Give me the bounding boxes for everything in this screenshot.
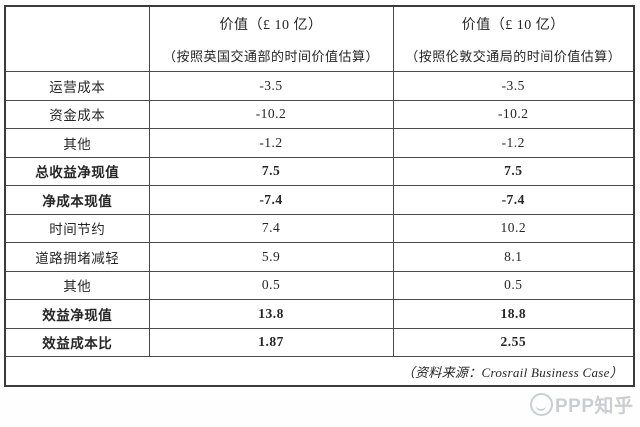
row-label: 效益净现值	[4, 299, 150, 329]
table-row: 道路拥堵减轻 5.9 8.1	[4, 242, 635, 272]
value-dft: -3.5	[148, 71, 394, 101]
row-label: 资金成本	[4, 99, 150, 129]
value-tfl: -7.4	[392, 185, 635, 215]
row-label: 效益成本比	[4, 327, 150, 357]
value-tfl: 2.55	[392, 327, 635, 357]
header-tfl-title: 价值（£ 10 亿）	[461, 17, 565, 33]
header-row: 价值（£ 10 亿） （按照英国交通部的时间价值估算） 价值（£ 10 亿） （…	[4, 5, 635, 72]
table-row: 效益成本比 1.87 2.55	[4, 327, 635, 357]
row-label: 时间节约	[4, 213, 150, 243]
value-dft: 1.87	[148, 327, 394, 357]
table-row: 运营成本 -3.5 -3.5	[4, 71, 635, 101]
header-dft-subtitle: （按照英国交通部的时间价值估算）	[162, 48, 379, 64]
table-row: 效益净现值 13.8 18.8	[4, 299, 635, 329]
value-dft: -1.2	[148, 128, 394, 158]
value-tfl: 10.2	[392, 213, 635, 243]
value-tfl: 8.1	[392, 242, 635, 272]
header-dft-cell: 价值（£ 10 亿） （按照英国交通部的时间价值估算）	[148, 5, 394, 72]
table-row: 其他 0.5 0.5	[4, 270, 635, 300]
row-label: 其他	[4, 128, 150, 158]
value-dft: 7.5	[148, 156, 394, 186]
value-tfl: -3.5	[392, 71, 635, 101]
table-row: 其他 -1.2 -1.2	[4, 128, 635, 158]
value-tfl: 7.5	[392, 156, 635, 186]
row-label: 净成本现值	[4, 185, 150, 215]
row-label: 总收益净现值	[4, 156, 150, 186]
header-dft-title: 价值（£ 10 亿）	[219, 17, 323, 33]
value-tfl: -1.2	[392, 128, 635, 158]
value-tfl: 18.8	[392, 299, 635, 329]
watermark: PPP知乎	[530, 391, 634, 418]
value-dft: 13.8	[148, 299, 394, 329]
watermark-logo-icon	[530, 393, 553, 416]
table-row: 总收益净现值 7.5 7.5	[4, 156, 635, 186]
header-tfl-cell: 价值（£ 10 亿） （按照伦敦交通局的时间价值估算）	[392, 5, 635, 72]
watermark-text: PPP知乎	[555, 396, 634, 417]
header-corner-cell	[4, 5, 150, 72]
source-row: （资料来源：Crosrail Business Case）	[4, 356, 635, 387]
value-dft: -10.2	[148, 99, 394, 129]
row-label: 道路拥堵减轻	[4, 242, 150, 272]
value-dft: 5.9	[148, 242, 394, 272]
table-row: 净成本现值 -7.4 -7.4	[4, 185, 635, 215]
value-tfl: 0.5	[392, 270, 635, 300]
row-label: 运营成本	[4, 71, 150, 101]
row-label: 其他	[4, 270, 150, 300]
value-dft: -7.4	[148, 185, 394, 215]
table-body: 运营成本 -3.5 -3.5 资金成本 -10.2 -10.2 其他 -1.2 -1.2 总收益净…	[4, 71, 635, 357]
source-note: （资料来源：Crosrail Business Case）	[4, 356, 635, 387]
table-row: 资金成本 -10.2 -10.2	[4, 99, 635, 129]
value-dft: 7.4	[148, 213, 394, 243]
header-tfl-subtitle: （按照伦敦交通局的时间价值估算）	[405, 48, 622, 64]
value-dft: 0.5	[148, 270, 394, 300]
cost-benefit-table: 价值（£ 10 亿） （按照英国交通部的时间价值估算） 价值（£ 10 亿） （…	[4, 5, 635, 387]
value-tfl: -10.2	[392, 99, 635, 129]
table-row: 时间节约 7.4 10.2	[4, 213, 635, 243]
